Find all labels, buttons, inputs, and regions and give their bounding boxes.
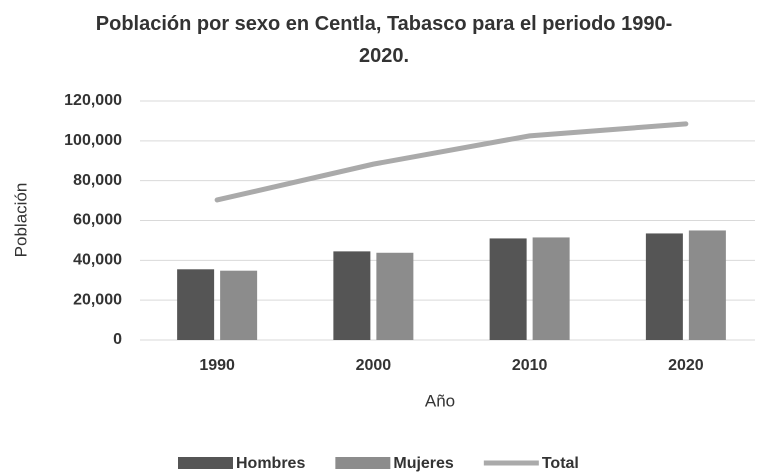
legend-swatch <box>178 457 233 469</box>
bar <box>489 238 527 340</box>
bar <box>177 269 215 340</box>
bar <box>688 230 726 340</box>
x-tick-label: 2000 <box>356 357 392 374</box>
x-tick-label: 2010 <box>512 357 548 374</box>
y-tick-label: 40,000 <box>73 252 122 269</box>
legend-label: Mujeres <box>393 455 454 472</box>
line <box>214 121 689 203</box>
legend-label: Total <box>542 455 579 472</box>
y-tick-label: 120,000 <box>64 92 122 109</box>
bar <box>333 251 371 340</box>
bar <box>220 270 258 340</box>
y-tick-label: 60,000 <box>73 212 122 229</box>
y-axis-label: Población <box>11 183 30 258</box>
y-tick-label: 100,000 <box>64 132 122 149</box>
bar <box>645 233 683 340</box>
y-tick-label: 0 <box>113 331 122 348</box>
x-tick-label: 1990 <box>199 357 235 374</box>
x-axis-label: Año <box>425 391 455 410</box>
legend-swatch <box>335 457 391 469</box>
legend-label: Hombres <box>236 455 305 472</box>
y-tick-label: 80,000 <box>73 172 122 189</box>
chart-title: Población por sexo en Centla, Tabasco pa… <box>95 13 673 67</box>
bar <box>532 237 570 340</box>
bar <box>376 252 414 340</box>
x-tick-label: 2020 <box>668 357 704 374</box>
y-tick-label: 20,000 <box>73 291 122 308</box>
